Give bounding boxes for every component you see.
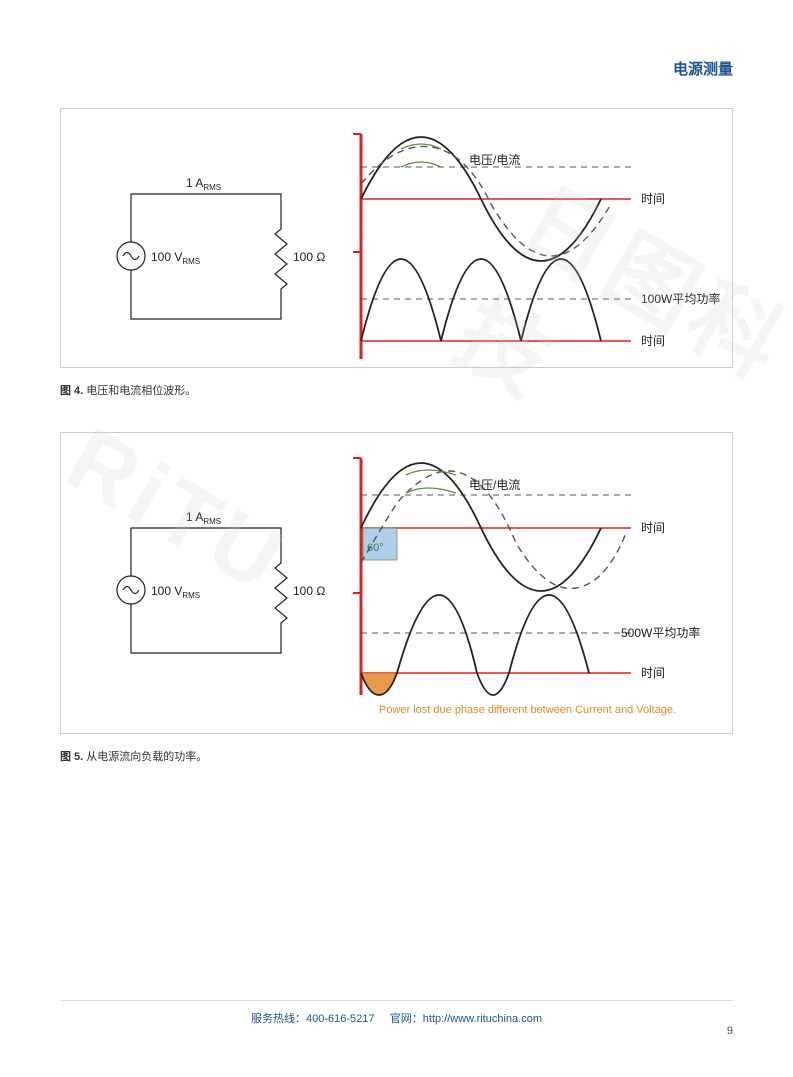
footer-text: 服务热线：400-616-5217 官网：http://www.rituchin… (0, 1010, 793, 1026)
figure-5-caption: 图 5. 从电源流向负载的功率。 (60, 748, 207, 764)
page-header-title: 电源测量 (673, 58, 733, 79)
figure-5-svg: 1 ARMS 100 VRMS 100 Ω 60° 电压/电流 时间 500W平… (61, 433, 734, 735)
svg-text:100 Ω: 100 Ω (293, 584, 325, 598)
svg-text:1 ARMS: 1 ARMS (186, 176, 221, 192)
footer-hotline-num: 400-616-5217 (306, 1013, 375, 1025)
svg-text:电压/电流: 电压/电流 (469, 153, 520, 167)
svg-text:Power lost due phase different: Power lost due phase different between C… (379, 704, 676, 716)
page-number: 9 (727, 1025, 733, 1037)
svg-text:1 ARMS: 1 ARMS (186, 510, 221, 526)
svg-text:100 VRMS: 100 VRMS (151, 584, 200, 600)
svg-text:时间: 时间 (641, 334, 665, 348)
figure-4-caption: 图 4. 电压和电流相位波形。 (60, 382, 196, 398)
footer-divider (60, 1000, 733, 1001)
svg-text:电压/电流: 电压/电流 (469, 478, 520, 492)
footer-hotline-label: 服务热线： (251, 1013, 306, 1025)
svg-text:100 VRMS: 100 VRMS (151, 250, 200, 266)
footer-site-label: 官网： (390, 1013, 423, 1025)
svg-text:100 Ω: 100 Ω (293, 250, 325, 264)
svg-text:时间: 时间 (641, 521, 665, 535)
figure-4-svg: 1 ARMS 100 VRMS 100 Ω 电压/电流 时间 100W平均功率 … (61, 109, 734, 369)
svg-text:时间: 时间 (641, 192, 665, 206)
svg-text:时间: 时间 (641, 666, 665, 680)
svg-text:100W平均功率: 100W平均功率 (641, 291, 720, 306)
caption-5-prefix: 图 5. (60, 751, 83, 763)
svg-text:500W平均功率: 500W平均功率 (621, 625, 700, 640)
caption-5-text: 从电源流向负载的功率。 (83, 751, 207, 763)
caption-4-prefix: 图 4. (60, 385, 83, 397)
caption-4-text: 电压和电流相位波形。 (83, 385, 196, 397)
footer-site-link[interactable]: http://www.rituchina.com (423, 1013, 542, 1025)
figure-4-box: 1 ARMS 100 VRMS 100 Ω 电压/电流 时间 100W平均功率 … (60, 108, 733, 368)
figure-5-box: 1 ARMS 100 VRMS 100 Ω 60° 电压/电流 时间 500W平… (60, 432, 733, 734)
